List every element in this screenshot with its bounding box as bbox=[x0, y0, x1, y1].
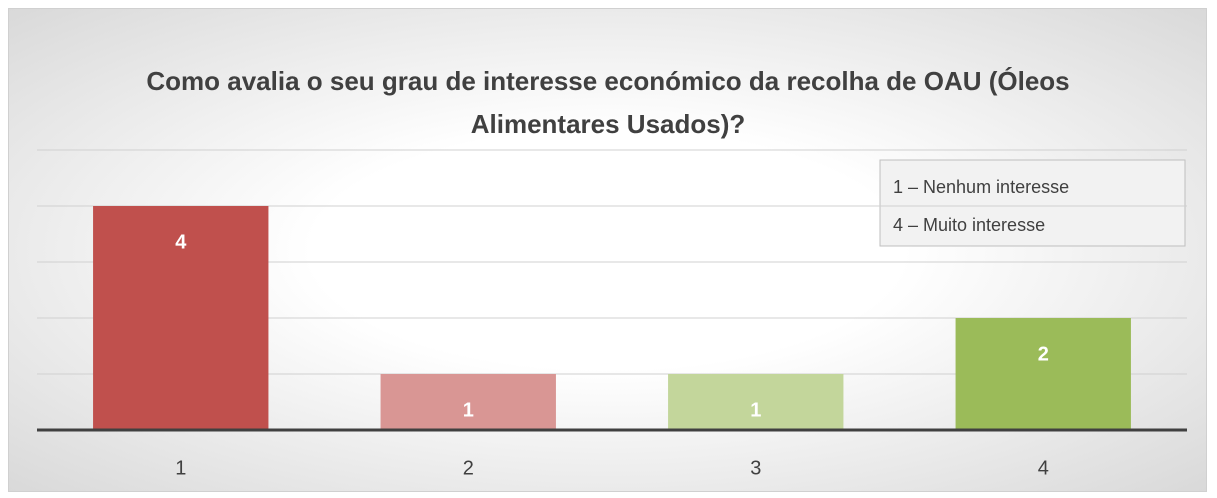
bar bbox=[93, 206, 269, 430]
data-label: 1 bbox=[750, 399, 761, 421]
x-tick-label: 4 bbox=[1038, 457, 1049, 479]
annotation: 1 – Nenhum interesse bbox=[893, 177, 1069, 197]
data-label: 2 bbox=[1038, 343, 1049, 365]
chart-title: Como avalia o seu grau de interesse econ… bbox=[146, 66, 1070, 139]
bar bbox=[668, 374, 844, 430]
x-tick-label: 3 bbox=[750, 457, 761, 479]
data-label: 1 bbox=[463, 399, 474, 421]
bar bbox=[380, 374, 556, 430]
x-tick-label: 1 bbox=[175, 457, 186, 479]
annotation-box bbox=[879, 159, 1186, 247]
data-label: 4 bbox=[175, 231, 187, 253]
x-tick-label: 2 bbox=[463, 457, 474, 479]
bar bbox=[955, 318, 1131, 430]
annotation: 4 – Muito interesse bbox=[893, 215, 1045, 235]
